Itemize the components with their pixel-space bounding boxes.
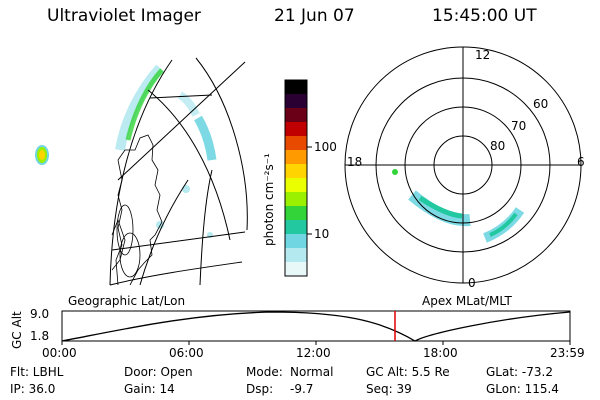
colorbar-units-label: photon cm⁻²s⁻¹ xyxy=(262,153,276,246)
longitude-grid-line xyxy=(117,61,246,181)
status-door: Door: Open xyxy=(124,365,193,379)
status-glon: GLon: 115.4 xyxy=(486,382,559,396)
polar-plot xyxy=(344,46,582,284)
mlt-label-right: 6 xyxy=(577,155,585,169)
altitude-xtick: 06:00 xyxy=(169,346,204,360)
longitude-grid-line xyxy=(199,169,213,286)
instrument-title: Ultraviolet Imager xyxy=(47,6,201,26)
aurora-arc-east xyxy=(194,115,217,161)
polar-aurora-dawn-core xyxy=(489,212,518,237)
geographic-panel xyxy=(35,57,248,286)
altitude-curve xyxy=(61,311,571,342)
altitude-ytick: 1.8 xyxy=(30,329,50,343)
latitude-grid-line xyxy=(195,57,248,231)
altitude-ylabel: GC Alt xyxy=(10,311,24,349)
altitude-plot xyxy=(61,310,571,345)
polar-point xyxy=(392,169,398,175)
colorbar-frame xyxy=(284,79,308,277)
time-label: 15:45:00 UT xyxy=(432,6,537,26)
status-gain: Gain: 14 xyxy=(124,382,175,396)
coastline xyxy=(111,218,126,271)
geographic-panel-label: Geographic Lat/Lon xyxy=(68,294,186,308)
mlt-label-top: 12 xyxy=(475,48,491,62)
aurora-arc-west xyxy=(125,68,164,141)
status-seq: Seq: 39 xyxy=(366,382,412,396)
mlt-label-bottom: 0 xyxy=(468,276,476,290)
altitude-xtick: 23:59 xyxy=(550,346,585,360)
polar-aurora-dusk xyxy=(408,190,471,227)
status-mode-value: Normal xyxy=(290,365,334,379)
date-label: 21 Jun 07 xyxy=(274,6,355,26)
isolated-emission-blob-core xyxy=(39,150,45,160)
mlat-label-70: 70 xyxy=(511,119,527,133)
latitude-grid-line xyxy=(147,89,231,241)
coastline xyxy=(119,232,141,278)
mlat-label-60: 60 xyxy=(533,97,549,111)
status-dsp-label: Dsp: xyxy=(246,382,274,396)
aurora-arc-east-faint xyxy=(177,91,200,117)
longitude-grid-line xyxy=(139,179,189,286)
longitude-grid-line xyxy=(109,261,243,286)
colorbar-tick-label: 10 xyxy=(314,227,330,241)
status-filter: Flt: LBHL xyxy=(10,365,64,379)
colorbar-tick-label: 100 xyxy=(314,140,337,154)
status-ip: IP: 36.0 xyxy=(10,382,56,396)
altitude-xtick: 12:00 xyxy=(296,346,331,360)
status-dsp-value: -9.7 xyxy=(290,382,314,396)
coastline xyxy=(115,134,163,286)
apex-panel-label: Apex MLat/MLT xyxy=(422,294,512,308)
earth-limb-line xyxy=(109,59,173,286)
grid-line xyxy=(149,94,213,99)
coastline xyxy=(116,204,134,256)
status-mode-label: Mode: xyxy=(246,365,283,379)
altitude-xtick: 00:00 xyxy=(42,346,77,360)
aurora-arc-faint xyxy=(115,64,164,151)
status-gc-alt: GC Alt: 5.5 Re xyxy=(366,365,450,379)
aurora-patch xyxy=(182,185,190,193)
mlat-label-80: 80 xyxy=(490,139,506,153)
altitude-xtick: 18:00 xyxy=(423,346,458,360)
status-glat: GLat: -73.2 xyxy=(486,365,553,379)
longitude-grid-line xyxy=(111,231,246,251)
altitude-ytick: 9.0 xyxy=(30,307,50,321)
colorbar xyxy=(284,79,312,277)
polar-aurora-dusk-core xyxy=(418,195,463,219)
mlt-label-left: 18 xyxy=(347,155,363,169)
